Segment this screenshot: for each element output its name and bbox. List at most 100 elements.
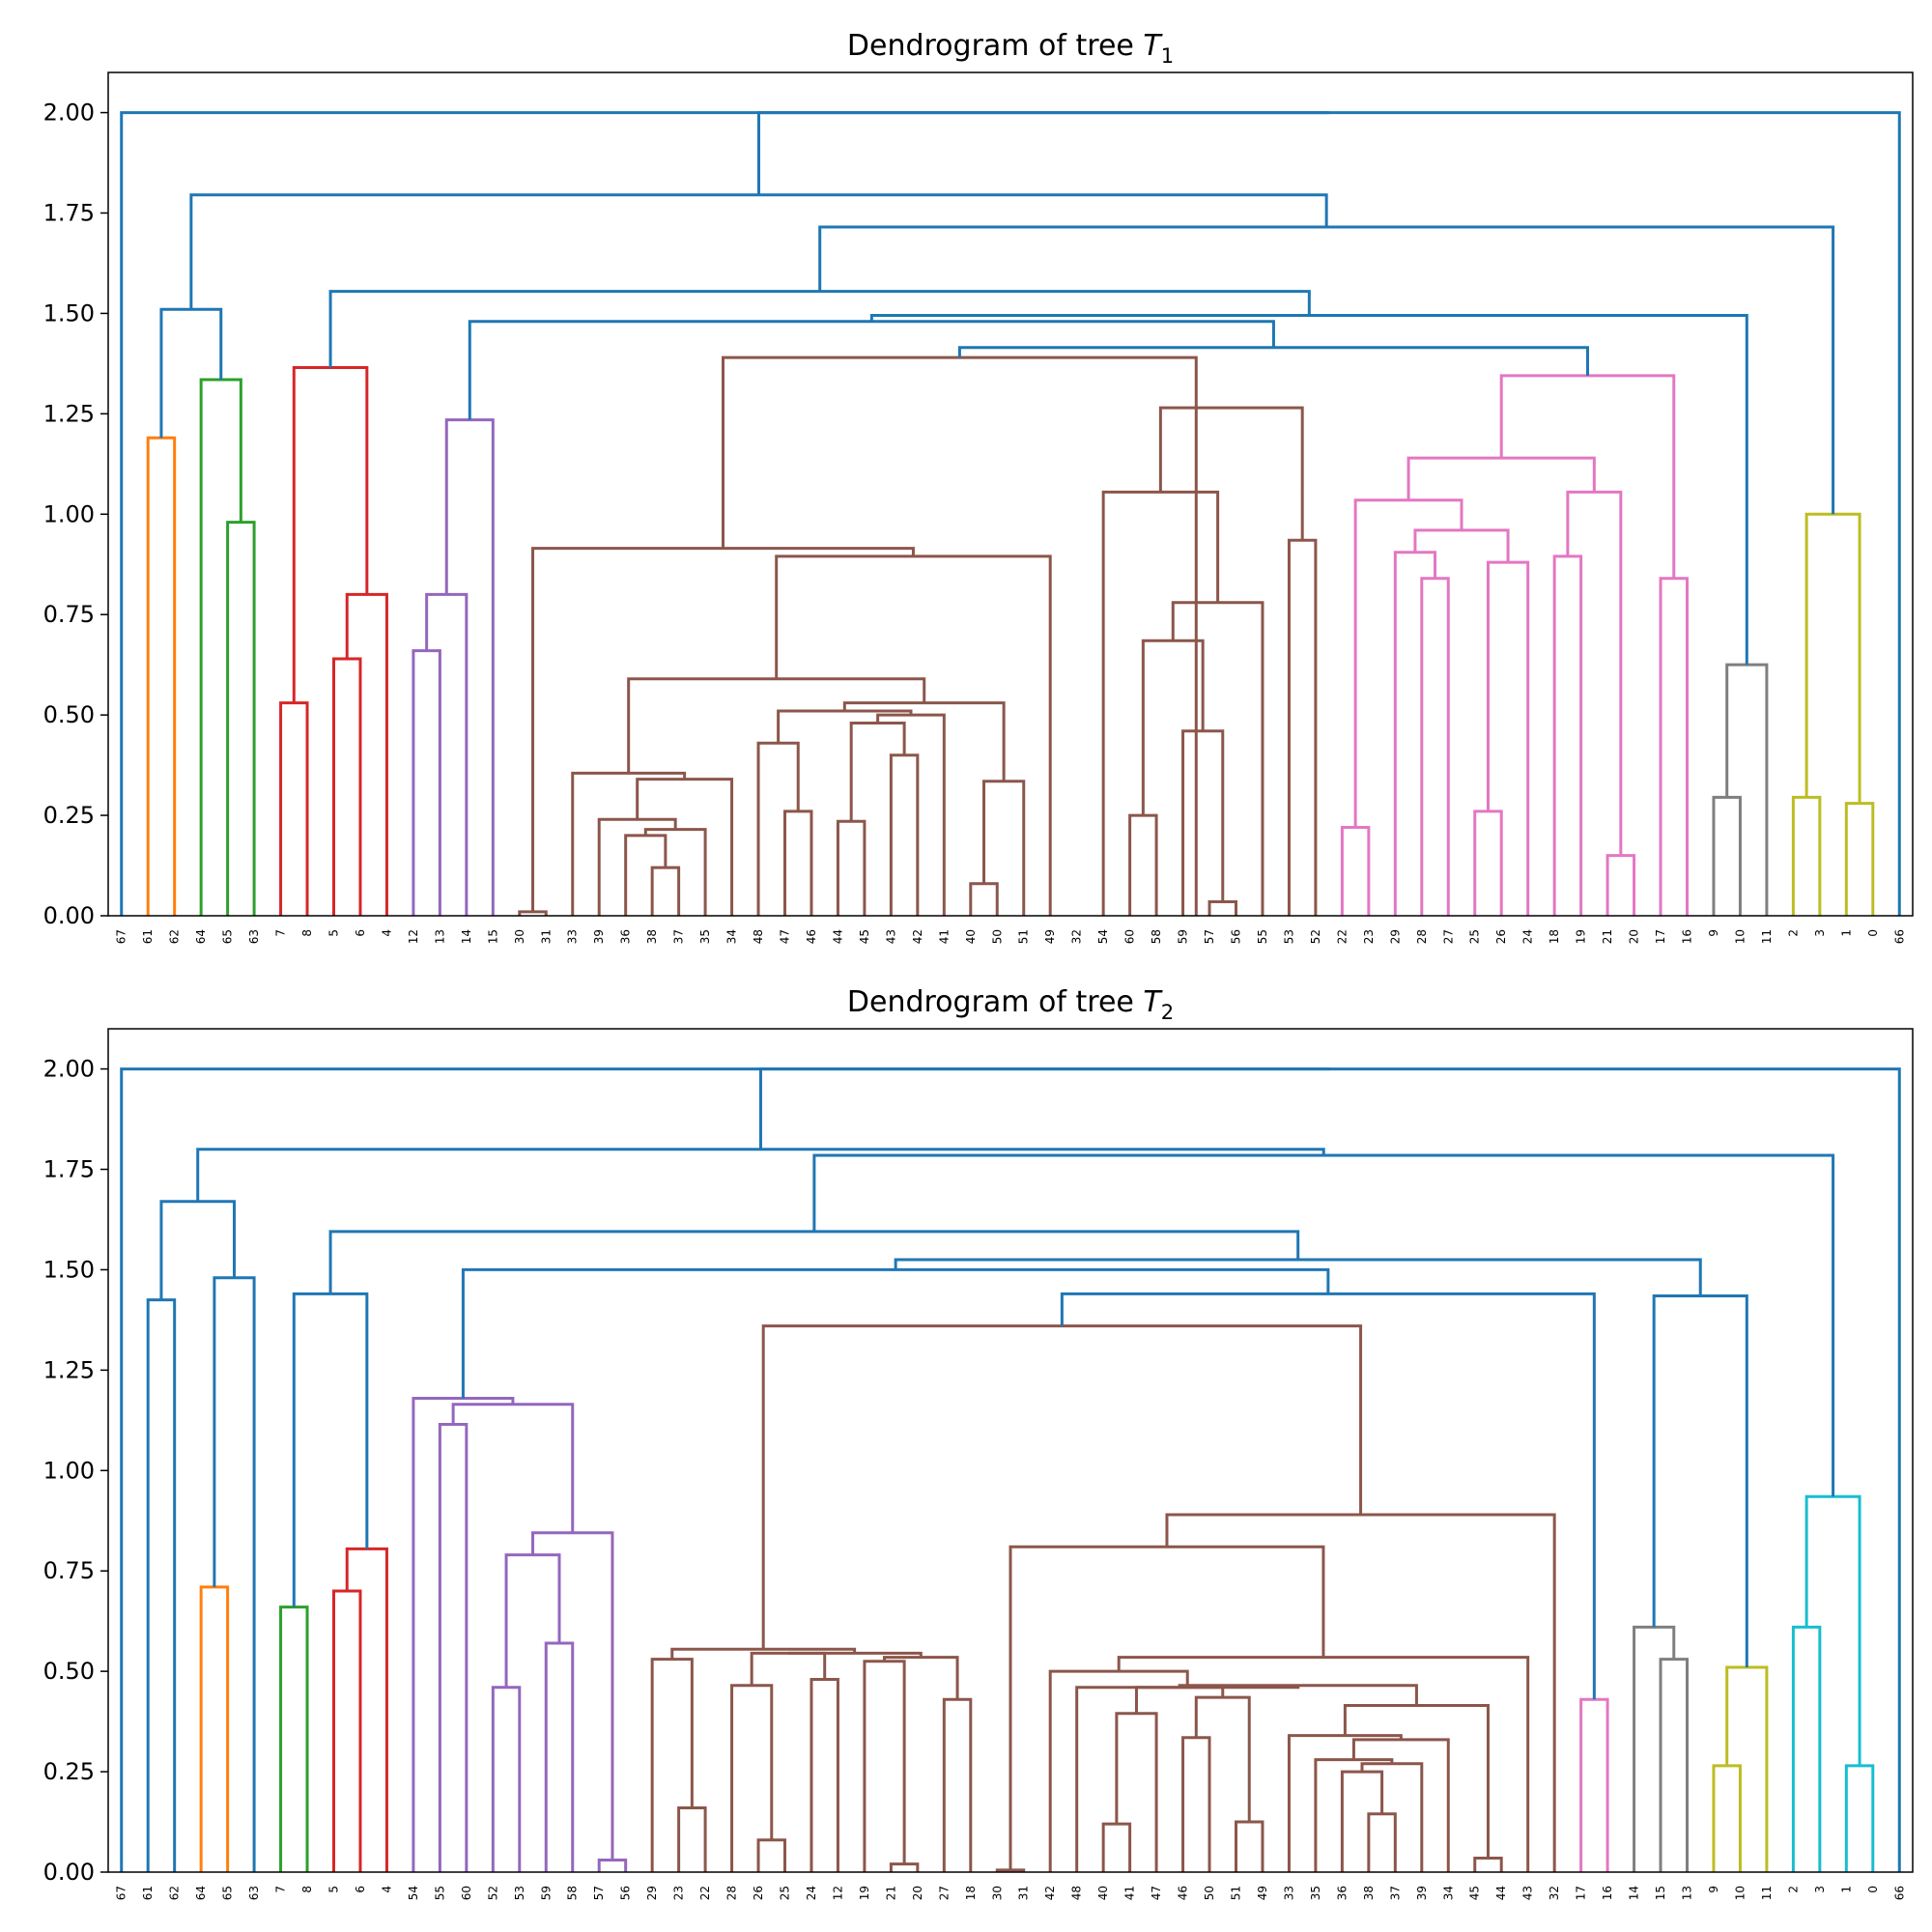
- leaf-label: 26: [752, 1886, 765, 1900]
- dendrogram-link: [279, 701, 309, 916]
- leaf-label: 66: [1892, 929, 1906, 944]
- dendrogram-link: [1633, 1625, 1676, 1872]
- leaf-label: 42: [911, 929, 924, 944]
- dendrogram-link: [1791, 1625, 1822, 1872]
- leaf-label: 15: [1654, 1886, 1667, 1900]
- leaf-label: 56: [619, 1886, 633, 1900]
- leaf-label: 19: [1575, 929, 1588, 944]
- dendrogram-link: [942, 1697, 973, 1872]
- dendrogram-link: [969, 882, 999, 916]
- leaf-label: 45: [1468, 1886, 1482, 1900]
- leaf-label: 5: [327, 929, 341, 937]
- dendrogram-link: [332, 1589, 362, 1872]
- dendrogram-link: [1340, 826, 1371, 916]
- leaf-label: 11: [1760, 1886, 1774, 1900]
- leaf-label: 64: [194, 929, 208, 944]
- leaf-label: 11: [1760, 929, 1774, 944]
- leaf-label: 44: [831, 929, 844, 944]
- leaf-label: 31: [1017, 1886, 1031, 1900]
- dendrogram-link: [810, 1677, 839, 1872]
- dendrogram-link: [1117, 1656, 1530, 1872]
- dendrogram-link: [869, 314, 1748, 666]
- dendrogram-link: [518, 910, 548, 916]
- dendrogram-link: [756, 1838, 786, 1872]
- y-tick-label: 1.25: [43, 400, 95, 427]
- leaf-label: 2: [1786, 929, 1800, 937]
- leaf-label: 34: [725, 929, 739, 944]
- dendrogram-link: [199, 378, 242, 916]
- dendrogram-link: [1340, 1770, 1384, 1872]
- leaf-label: 27: [937, 1886, 951, 1900]
- leaf-label: 37: [672, 929, 686, 944]
- dendrogram-link: [1235, 1820, 1264, 1872]
- leaf-label: 32: [1070, 929, 1084, 944]
- y-tick-label: 1.75: [43, 1156, 95, 1183]
- axes-frame: [107, 1028, 1914, 1873]
- dendrogram-link: [1712, 795, 1742, 916]
- dendrogram-link: [345, 592, 388, 916]
- leaf-label: 35: [1309, 1886, 1322, 1900]
- leaf-label: 3: [1813, 929, 1827, 937]
- dendrogram-link: [624, 834, 668, 916]
- y-tick-label: 0.25: [43, 802, 95, 829]
- dendrogram-link: [1605, 854, 1636, 916]
- leaf-label: 35: [698, 929, 712, 944]
- leaf-label: 17: [1575, 1886, 1588, 1900]
- dendrogram-link: [883, 1656, 959, 1700]
- dendrogram-link: [1712, 1764, 1742, 1872]
- dendrogram-link: [1473, 1856, 1503, 1872]
- dendrogram-link: [213, 1276, 256, 1872]
- leaf-label: 2: [1786, 1886, 1800, 1893]
- dendrogram-link: [894, 1258, 1702, 1296]
- leaf-label: 53: [513, 1886, 526, 1900]
- leaf-label: 59: [539, 1886, 553, 1900]
- y-tick-label: 1.75: [43, 200, 95, 227]
- dendrogram-link: [328, 1230, 1300, 1294]
- leaf-label: 53: [1282, 929, 1295, 944]
- dendrogram-link: [1165, 1513, 1556, 1872]
- leaf-label: 61: [141, 929, 155, 944]
- leaf-label: 39: [592, 929, 606, 944]
- leaf-label: 49: [1256, 1886, 1269, 1900]
- leaf-label: 14: [1628, 1886, 1641, 1900]
- leaf-label: 23: [672, 1886, 686, 1900]
- dendrogram-link: [1804, 1494, 1861, 1766]
- leaf-label: 47: [779, 929, 792, 944]
- leaf-label: 63: [247, 1886, 261, 1900]
- leaf-label: 20: [1628, 929, 1641, 944]
- dendrogram-link: [1659, 577, 1689, 916]
- dendrogram-link: [1181, 729, 1225, 916]
- dendrogram-link: [461, 1267, 1330, 1399]
- leaf-label: 67: [115, 1886, 128, 1900]
- dendrogram-link: [1287, 1734, 1403, 1872]
- leaf-label: 42: [1043, 1886, 1057, 1900]
- dendrogram-link: [1659, 1658, 1689, 1872]
- dendrogram-link: [412, 649, 441, 916]
- dendrogram-link: [730, 1684, 774, 1872]
- leaf-label: 12: [407, 929, 420, 944]
- y-tick-label: 0.75: [43, 601, 95, 628]
- leaf-label: 6: [354, 929, 367, 937]
- y-tick-label: 1.00: [43, 1457, 95, 1484]
- leaf-label: 8: [300, 929, 314, 937]
- leaf-label: 26: [1494, 929, 1508, 944]
- leaf-label: 36: [619, 929, 633, 944]
- leaf-label: 31: [539, 929, 553, 944]
- dendrogram-link: [1725, 663, 1769, 916]
- dendrogram-link: [1579, 1697, 1609, 1872]
- leaf-label: 21: [1601, 929, 1614, 944]
- leaf-label: 5: [327, 1886, 341, 1893]
- leaf-label: 62: [168, 929, 182, 944]
- dendrogram-link: [1060, 1292, 1596, 1700]
- leaf-label: 1: [1839, 929, 1853, 937]
- leaf-label: 23: [1362, 929, 1376, 944]
- leaf-label: 32: [1548, 1886, 1561, 1900]
- chart-title: Dendrogram of tree T2: [847, 985, 1174, 1024]
- y-tick-label: 1.00: [43, 500, 95, 527]
- leaf-label: 54: [407, 1886, 420, 1900]
- leaf-label: 28: [1415, 929, 1429, 944]
- dendrogram-link: [1101, 490, 1220, 916]
- leaf-label: 25: [779, 1886, 792, 1900]
- leaf-label: 27: [1441, 929, 1455, 944]
- dendrogram-link: [120, 111, 1329, 916]
